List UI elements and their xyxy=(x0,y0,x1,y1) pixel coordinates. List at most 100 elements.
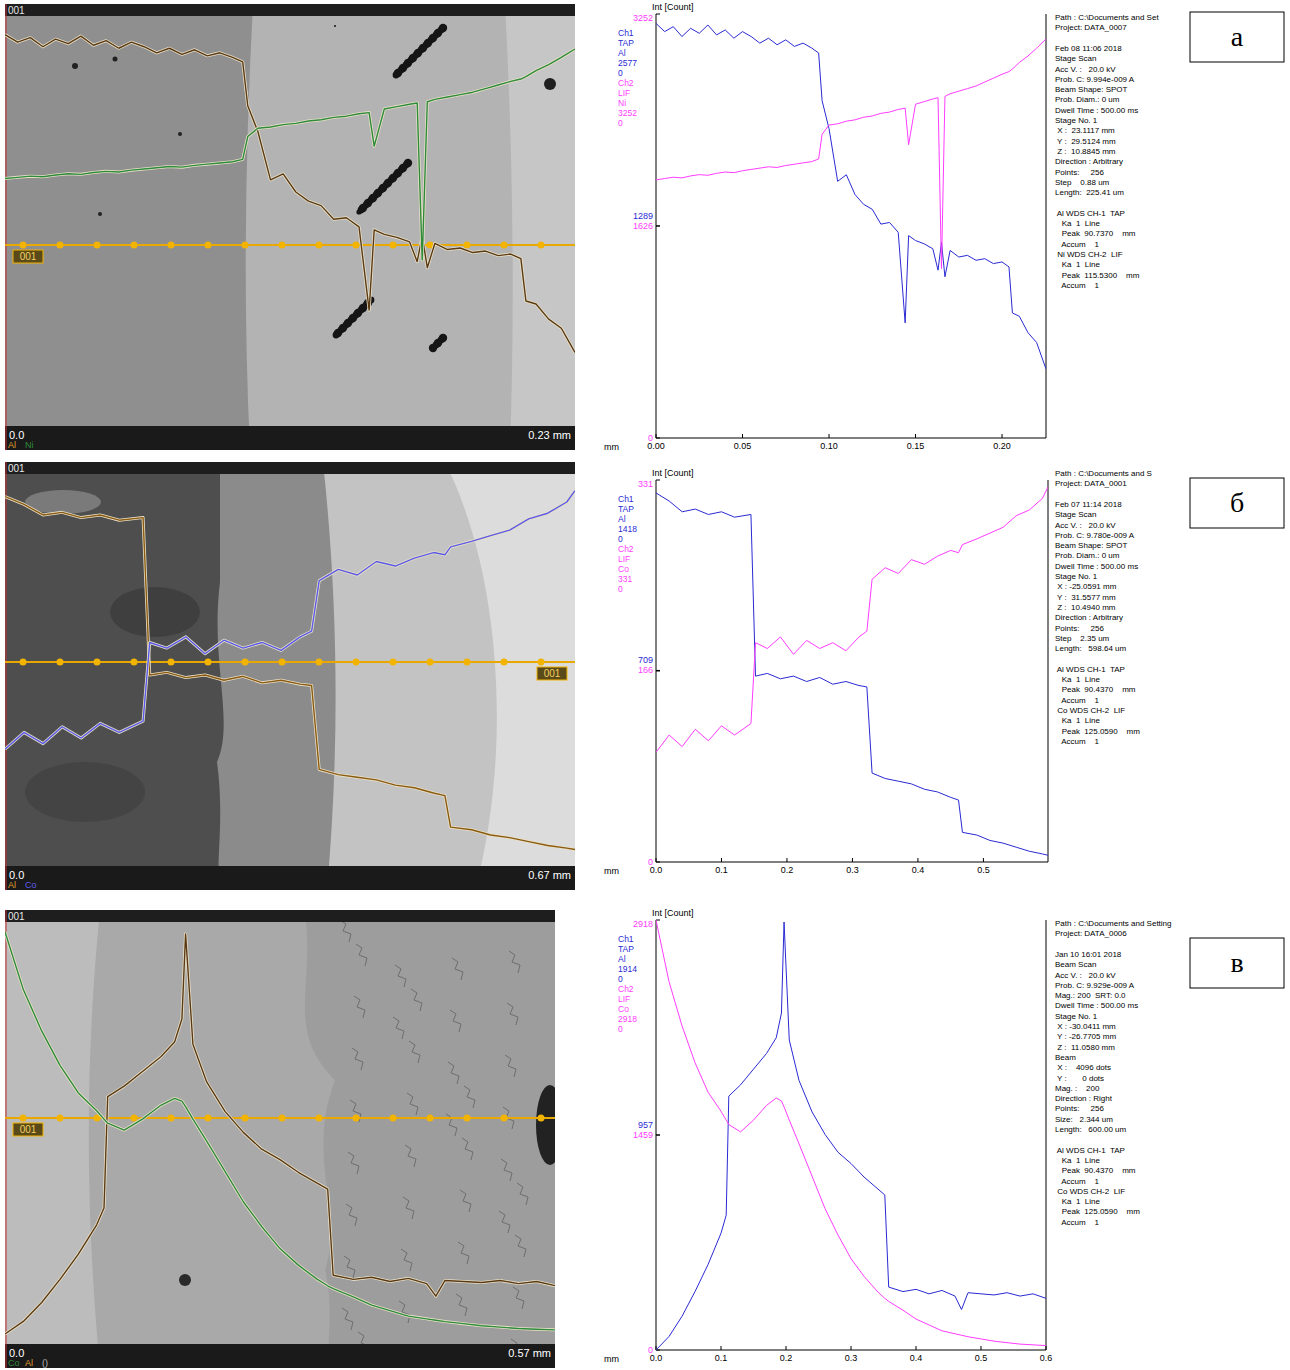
plot-lines xyxy=(656,23,1046,369)
sem-texture xyxy=(462,1138,473,1160)
info-line: Path : C:\Documents and Setting xyxy=(1055,919,1172,928)
panel-letter: а xyxy=(1231,21,1244,52)
scan-dot xyxy=(131,659,138,666)
info-line: X : -25.0591 mm xyxy=(1055,582,1117,591)
scan-line-tag xyxy=(13,250,43,263)
sem-texture xyxy=(458,1242,469,1264)
info-line: Peak 115.5300 mm xyxy=(1055,271,1140,280)
sem-image xyxy=(5,462,575,890)
info-line: X : -30.0411 mm xyxy=(1055,1022,1116,1031)
info-line: Project: DATA_0001 xyxy=(1055,479,1127,488)
image-top-band xyxy=(5,910,555,922)
y-tick xyxy=(656,1135,660,1136)
channel-label: Ch1 xyxy=(618,934,634,944)
scan-line-label: 001 xyxy=(20,1124,37,1135)
sem-pore xyxy=(72,63,78,69)
scan-dot xyxy=(168,242,175,249)
image-element: Al xyxy=(8,880,16,890)
sem-texture xyxy=(354,996,365,1018)
plot-lines xyxy=(656,487,1048,855)
chart: 0.00.10.20.30.40.50.6014592918957Int [Co… xyxy=(604,908,1052,1364)
series-line xyxy=(656,920,1046,1346)
sem-phase xyxy=(5,910,555,1368)
y2-tick xyxy=(656,14,660,15)
info-line: Z : 10.8845 mm xyxy=(1055,147,1116,156)
info-line: Z : 10.4940 mm xyxy=(1055,603,1116,612)
info-line: Peak 90.7370 mm xyxy=(1055,229,1136,238)
sem-pore xyxy=(430,347,434,351)
sem-phase xyxy=(110,587,200,637)
image-element: Ni xyxy=(25,440,34,450)
image-id: 001 xyxy=(8,463,25,474)
info-line: Al WDS CH-1 TAP xyxy=(1055,209,1125,218)
channel-label: Ch2 xyxy=(618,984,634,994)
channel-label: 2918 xyxy=(618,1014,637,1024)
sem-texture xyxy=(407,1093,418,1115)
info-line: Mag. : 200 xyxy=(1055,1084,1100,1093)
sem-texture xyxy=(395,965,406,987)
sem-phase xyxy=(5,462,575,890)
image-top-band xyxy=(5,4,575,16)
channel-label: Al xyxy=(618,954,626,964)
x-tick xyxy=(656,434,657,438)
scan-dot xyxy=(168,1115,175,1122)
image-scale: 0.57 mm xyxy=(508,1347,551,1359)
info-line: X : 23.1117 mm xyxy=(1055,126,1115,135)
channel-label: LIF xyxy=(618,554,630,564)
info-line: Stage Scan xyxy=(1055,510,1096,519)
x-tick-label: 0.05 xyxy=(734,441,752,451)
series-line xyxy=(656,23,1046,369)
sem-texture xyxy=(505,1055,516,1077)
info-line: Accum 1 xyxy=(1055,1177,1100,1186)
info-line: Acc V. : 20.0 kV xyxy=(1055,521,1116,530)
channel-label: Ch1 xyxy=(618,494,634,504)
image-top-band xyxy=(5,462,575,474)
scan-dot xyxy=(279,242,286,249)
image-element: Co xyxy=(25,880,37,890)
panel-letter-box xyxy=(1190,12,1284,62)
info-line: Prob. C: 9.929e-009 A xyxy=(1055,981,1135,990)
channel-label: Al xyxy=(618,48,626,58)
info-line: Y : 0 dots xyxy=(1055,1074,1104,1083)
y-axis-title: Int [Count] xyxy=(652,2,694,12)
sem-texture xyxy=(344,1256,355,1278)
scan-dot xyxy=(538,659,545,666)
channel-label: LIF xyxy=(618,994,630,1004)
panel-letter-box xyxy=(1190,938,1284,988)
sem-texture xyxy=(507,1003,518,1025)
channel-label: Ni xyxy=(618,98,626,108)
scan-dot xyxy=(464,242,471,249)
info-line: Ka 1 Line xyxy=(1055,1156,1100,1165)
channel-label: 0 xyxy=(618,584,623,594)
info-line: Stage No. 1 xyxy=(1055,1012,1098,1021)
plot-lines xyxy=(656,920,1046,1350)
channel-label: 1914 xyxy=(618,964,637,974)
info-line: Prob. Diam.: 0 um xyxy=(1055,551,1120,560)
sem-pore xyxy=(334,335,336,337)
scan-dot xyxy=(242,242,249,249)
scan-dot xyxy=(242,1115,249,1122)
info-line: Peak 125.0590 mm xyxy=(1055,1207,1140,1216)
scan-dot xyxy=(57,659,64,666)
info-line: Path : C:\Documents and Set xyxy=(1055,13,1159,22)
info-line: Feb 07 11:14 2018 xyxy=(1055,500,1122,509)
chart: 0.000.050.100.150.200162632521289Int [Co… xyxy=(604,2,1046,452)
scan-dot xyxy=(427,659,434,666)
info-line: Beam Scan xyxy=(1055,960,1096,969)
info-line: Jan 10 16:01 2018 xyxy=(1055,950,1122,959)
x-tick xyxy=(786,1346,787,1350)
scan-dot xyxy=(20,659,27,666)
scan-dot xyxy=(57,242,64,249)
info-line: Points: 256 xyxy=(1055,168,1104,177)
scan-dot xyxy=(390,659,397,666)
image-bottom-band xyxy=(5,1344,555,1368)
y-tick xyxy=(656,671,660,672)
info-line: Acc V. : 20.0 kV xyxy=(1055,971,1116,980)
figure: 0010010.00.23 mmAlNi0.000.050.100.150.20… xyxy=(0,0,1290,1370)
overlay-profile xyxy=(5,35,575,353)
sem-pore xyxy=(113,57,118,62)
scan-dot xyxy=(242,659,249,666)
scan-dot xyxy=(205,1115,212,1122)
scan-dot xyxy=(20,242,27,249)
scan-dot xyxy=(353,242,360,249)
